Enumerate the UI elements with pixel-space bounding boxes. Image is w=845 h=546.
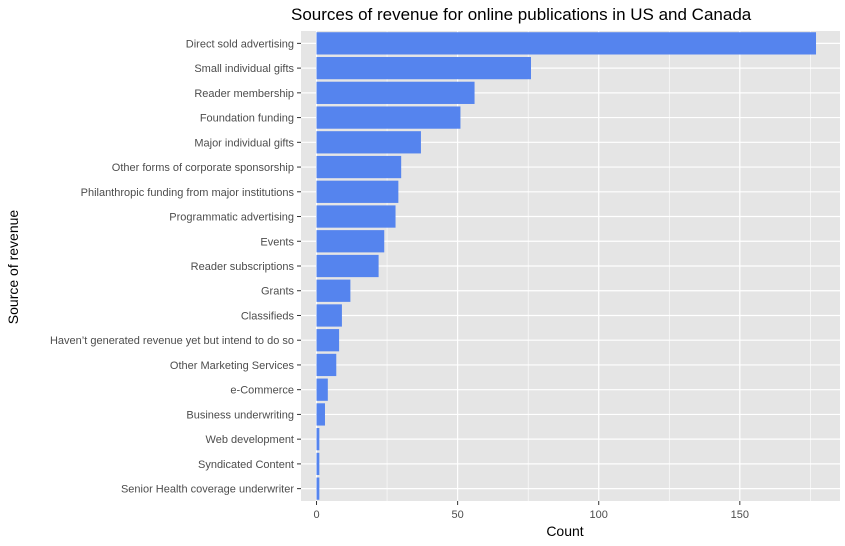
bar [316,329,340,352]
bar [316,378,328,401]
y-tick-label: Events [260,236,294,248]
y-tick-label: Classifieds [241,310,295,322]
bar [316,56,531,80]
bar [316,230,385,253]
bar [316,131,421,154]
bar [316,205,396,228]
y-tick-label: Major individual gifts [194,137,294,149]
y-tick-label: Direct sold advertising [186,38,294,50]
x-axis: 0 50 100 150 [313,501,749,521]
bar [316,279,351,302]
y-tick-label: Senior Health coverage underwriter [121,484,294,496]
bar [316,155,402,179]
y-axis: Direct sold advertising Small individual … [50,38,301,496]
x-tick-label: 150 [731,509,749,521]
x-axis-title: Count [546,523,583,539]
bar [316,403,325,426]
bar [316,353,337,377]
y-tick-label: Other Marketing Services [170,360,295,372]
y-tick-label: Haven’t generated revenue yet but intend… [50,335,294,347]
y-tick-label: Syndicated Content [198,459,294,471]
bar [316,254,379,278]
bar [316,106,461,129]
y-tick-label: Business underwriting [186,409,294,421]
bar [316,428,320,451]
y-tick-label: e-Commerce [230,385,294,397]
x-tick-label: 100 [590,509,608,521]
x-tick-label: 50 [451,509,463,521]
bar [316,477,320,500]
y-tick-label: Programmatic advertising [169,212,294,224]
chart-title: Sources of revenue for online publicatio… [291,5,752,24]
y-tick-label: Foundation funding [200,113,294,125]
bar [316,180,399,203]
x-tick-label: 0 [313,509,319,521]
y-tick-label: Small individual gifts [194,63,294,75]
bars [316,32,817,500]
y-tick-label: Web development [206,434,294,446]
y-tick-label: Other forms of corporate sponsorship [112,162,294,174]
bar [316,304,342,327]
bar [316,452,320,476]
y-tick-label: Reader subscriptions [191,261,295,273]
y-tick-label: Grants [261,286,295,298]
y-tick-label: Reader membership [194,88,294,100]
bar [316,32,817,55]
y-tick-label: Philanthropic funding from major institu… [81,187,295,199]
bar [316,81,475,104]
y-axis-title: Source of revenue [5,210,21,325]
